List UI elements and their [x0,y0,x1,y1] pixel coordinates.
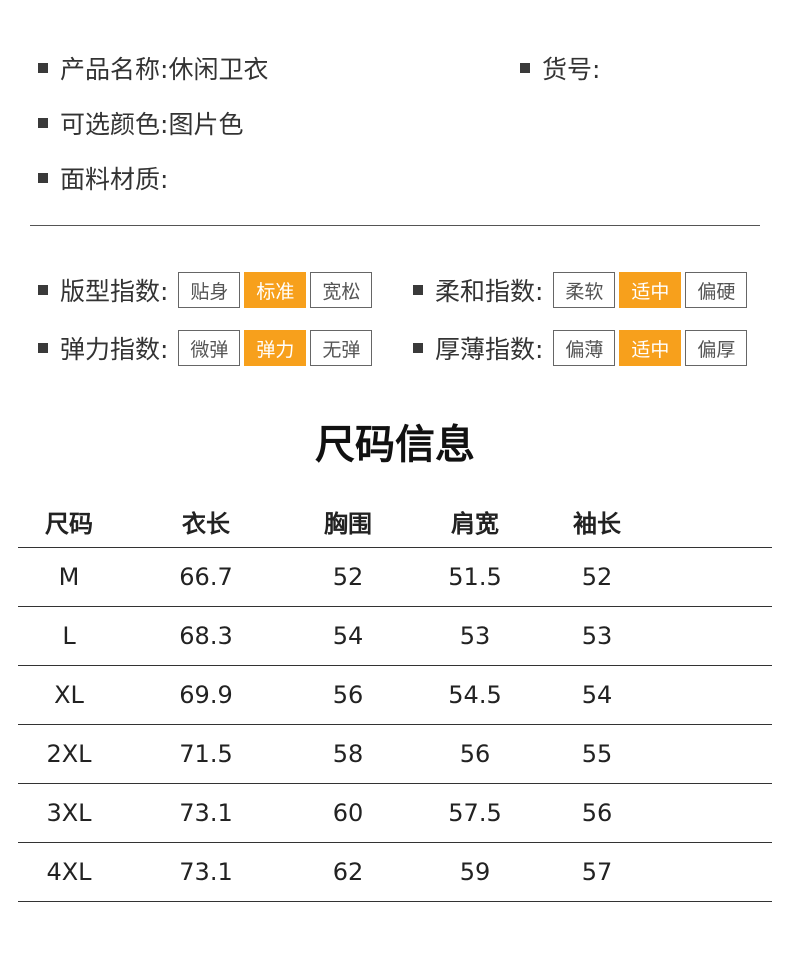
index-option: 微弹 [178,330,241,366]
table-cell: L [18,606,120,666]
table-cell: 55 [546,724,648,784]
index-option: 适中 [619,330,682,366]
index-option: 偏硬 [685,272,748,308]
label: 面料材质: [60,165,169,194]
label: 可选颜色: [60,110,169,139]
index-group: 版型指数: 贴身 标准 宽松 [38,271,373,309]
table-cell: 71.5 [120,724,292,784]
table-cell: 73.1 [120,842,292,902]
table-row: M 66.7 52 51.5 52 [18,547,772,607]
value: 休闲卫衣 [168,55,269,84]
table-cell: 56 [404,724,546,784]
divider [30,225,760,226]
table-cell-empty [648,842,772,902]
index-option: 宽松 [310,272,373,308]
index-option: 适中 [619,272,682,308]
bullet-icon [38,63,48,73]
table-cell: 54 [546,665,648,725]
column-header-empty [648,495,772,548]
table-cell: 68.3 [120,606,292,666]
table-cell: 56 [546,783,648,843]
column-header: 衣长 [120,495,292,548]
column-header: 袖长 [546,495,648,548]
label: 产品名称: [60,55,169,84]
table-cell: 53 [404,606,546,666]
sku: 货号: [520,50,600,86]
bullet-icon [38,118,48,128]
table-row: 2XL 71.5 58 56 55 [18,724,772,784]
index-group: 弹力指数: 微弹 弹力 无弹 [38,329,373,367]
table-row: XL 69.9 56 54.5 54 [18,665,772,725]
table-cell: 3XL [18,783,120,843]
index-option: 无弹 [310,330,373,366]
table-cell: 57 [546,842,648,902]
table-cell-empty [648,724,772,784]
size-title: 尺码信息 [315,422,475,468]
index-option: 弹力 [244,330,307,366]
index-group: 厚薄指数: 偏薄 适中 偏厚 [413,329,748,367]
index-group: 柔和指数: 柔软 适中 偏硬 [413,271,748,309]
bullet-icon [520,63,530,73]
index-label: 弹力指数: [60,335,169,364]
bullet-icon [413,285,423,295]
table-cell: 51.5 [404,547,546,607]
table-cell: 69.9 [120,665,292,725]
table-cell: 66.7 [120,547,292,607]
table-cell-empty [648,783,772,843]
bullet-icon [38,343,48,353]
index-label: 厚薄指数: [435,335,544,364]
table-cell-empty [648,606,772,666]
table-row: 3XL 73.1 60 57.5 56 [18,783,772,843]
table-cell: 2XL [18,724,120,784]
fabric: 面料材质: [38,160,168,196]
table-cell-empty [648,547,772,607]
product-name: 产品名称: 休闲卫衣 [38,50,268,86]
value: 图片色 [168,110,244,139]
table-cell: 60 [292,783,404,843]
column-header: 胸围 [292,495,404,548]
index-option: 标准 [244,272,307,308]
table-cell: 54.5 [404,665,546,725]
table-cell: 58 [292,724,404,784]
table-cell: 56 [292,665,404,725]
index-option: 偏薄 [553,330,616,366]
table-cell: 62 [292,842,404,902]
table-cell-empty [648,665,772,725]
index-option: 柔软 [553,272,616,308]
table-cell: 54 [292,606,404,666]
color-option: 可选颜色: 图片色 [38,105,243,141]
table-row: 4XL 73.1 62 59 57 [18,842,772,902]
index-option: 贴身 [178,272,241,308]
index-option: 偏厚 [685,330,748,366]
size-table: 尺码 衣长 胸围 肩宽 袖长 M 66.7 52 51.5 52 L 68.3 54 53 53 XL 69.9… [18,495,772,902]
table-cell: 73.1 [120,783,292,843]
table-cell: 4XL [18,842,120,902]
table-cell: XL [18,665,120,725]
table-cell: 52 [546,547,648,607]
column-header: 肩宽 [404,495,546,548]
table-cell: M [18,547,120,607]
index-label: 柔和指数: [435,277,544,306]
index-label: 版型指数: [60,277,169,306]
bullet-icon [38,285,48,295]
bullet-icon [38,173,48,183]
table-cell: 53 [546,606,648,666]
table-cell: 52 [292,547,404,607]
column-header: 尺码 [18,495,120,548]
label: 货号: [542,55,601,84]
bullet-icon [413,343,423,353]
table-cell: 57.5 [404,783,546,843]
table-row: L 68.3 54 53 53 [18,606,772,666]
table-cell: 59 [404,842,546,902]
